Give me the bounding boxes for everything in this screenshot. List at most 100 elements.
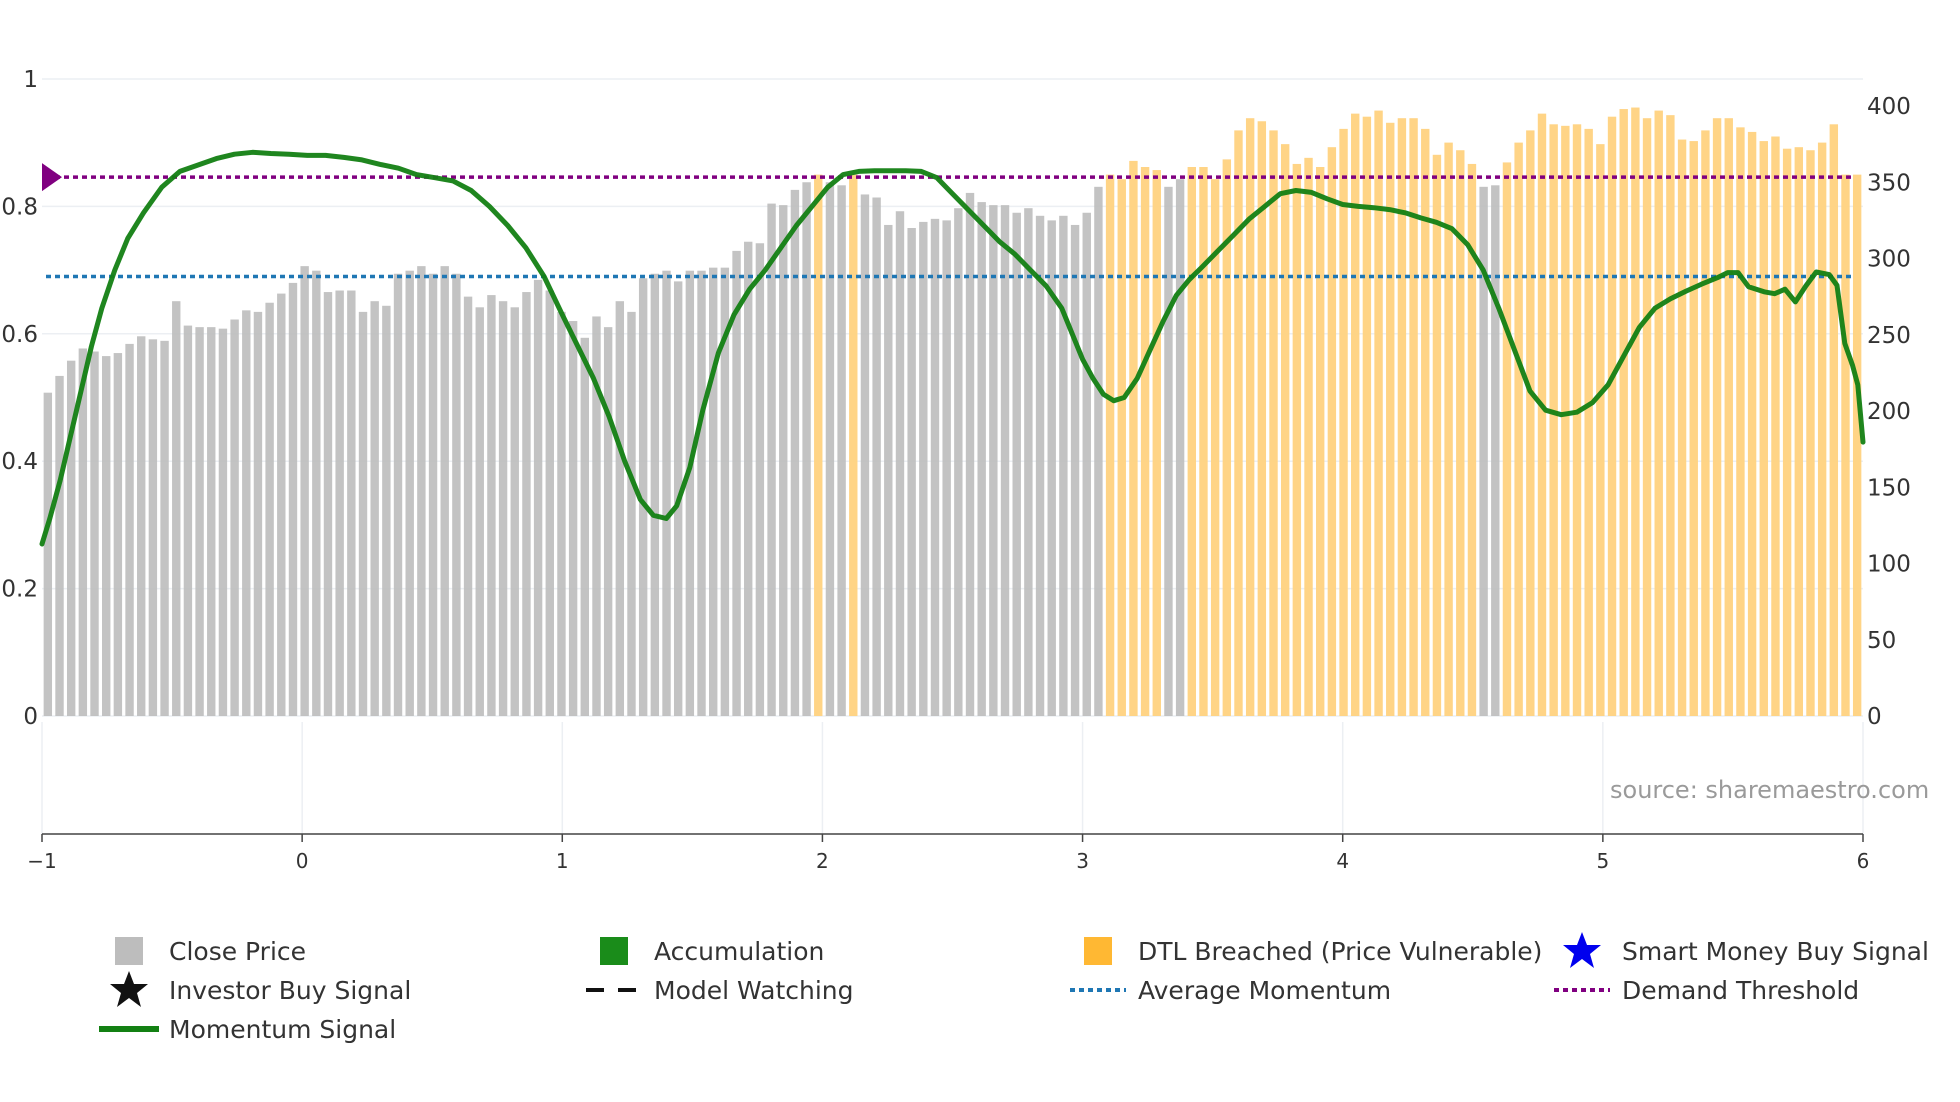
price-bar (1000, 205, 1010, 716)
gridlines (41, 78, 1864, 834)
price-bar (662, 270, 671, 716)
price-bar (1456, 150, 1465, 717)
price-bar (1140, 167, 1150, 716)
price-bar (685, 270, 695, 716)
price-bar (1444, 142, 1453, 717)
price-bar (779, 205, 788, 716)
price-bar (837, 185, 846, 717)
price-bar (849, 174, 858, 717)
price-bar (335, 290, 344, 716)
left-tick-label: 0.4 (1, 449, 38, 475)
price-bar (1596, 144, 1605, 717)
price-bar (207, 327, 216, 717)
price-bar (1514, 142, 1523, 717)
price-bar (650, 273, 660, 716)
signal-lines (39, 149, 1866, 547)
price-bar (1677, 139, 1687, 717)
price-bar (102, 356, 111, 716)
x-tick-label: 2 (816, 849, 829, 873)
price-bar (1479, 186, 1488, 716)
right-tick-label: 400 (1867, 94, 1911, 120)
price-bar (895, 211, 905, 717)
price-bar (218, 328, 228, 716)
price-bar (767, 203, 776, 717)
price-bar (1666, 115, 1675, 716)
left-tick-label: 0.2 (1, 577, 38, 603)
price-bar (965, 192, 975, 716)
price-bar (1245, 118, 1255, 716)
price-bar (1257, 121, 1267, 716)
price-bar (954, 208, 963, 716)
left-tick-label: 0.8 (1, 194, 38, 220)
price-bar (78, 348, 88, 716)
price-bar (1175, 179, 1185, 716)
price-bar (732, 250, 741, 717)
price-bar (393, 273, 403, 716)
price-bar (1759, 141, 1768, 716)
x-tick-label: −1 (27, 849, 56, 873)
price-bar (603, 327, 613, 717)
price-bar (1070, 224, 1080, 716)
price-bar (977, 202, 986, 716)
price-bar (1829, 124, 1839, 717)
price-bar (1339, 128, 1348, 717)
price-bar (627, 311, 636, 717)
price-bar (1012, 212, 1021, 716)
price-bar (440, 266, 449, 717)
price-bar (253, 311, 263, 717)
price-bar (1654, 110, 1663, 716)
price-bar (417, 266, 426, 717)
price-bar (1806, 150, 1815, 717)
price-bar (1386, 122, 1395, 716)
price-bar (1047, 220, 1056, 716)
price-bar (755, 243, 765, 716)
price-bar (1397, 118, 1407, 716)
price-bar (1222, 159, 1232, 717)
price-bar (1432, 154, 1442, 717)
price-bar (498, 301, 508, 716)
price-bar (1782, 148, 1792, 716)
price-bar (1327, 147, 1337, 716)
close-price-bars (43, 107, 1862, 717)
price-bar (1549, 124, 1558, 717)
axes: 00.20.40.60.81050100150200250300350400−1… (1, 67, 1910, 873)
price-bar (1701, 130, 1710, 716)
price-bar (1362, 116, 1372, 717)
price-bar (125, 343, 134, 716)
demand-threshold-marker (42, 163, 62, 192)
price-bar (265, 302, 274, 716)
price-bar (1292, 163, 1302, 716)
price-bar (989, 205, 998, 716)
price-bar (1280, 144, 1290, 717)
x-tick-label: 4 (1336, 849, 1349, 873)
price-bar (1502, 162, 1512, 716)
price-bar (568, 321, 578, 716)
price-bar (545, 290, 554, 716)
price-bar (1619, 109, 1628, 717)
right-tick-label: 100 (1867, 552, 1911, 578)
price-bar (148, 339, 158, 716)
source-label: source: sharemaestro.com (1610, 776, 1930, 804)
price-bar (382, 305, 391, 716)
left-tick-label: 0.6 (1, 322, 38, 348)
price-bar (1467, 163, 1477, 716)
price-bar (288, 282, 298, 716)
price-bar (195, 327, 204, 717)
price-bar (1210, 179, 1220, 716)
price-bar (615, 301, 625, 716)
price-bar (919, 221, 928, 716)
price-bar (475, 307, 484, 716)
price-bar (825, 182, 835, 716)
price-bar (1584, 128, 1593, 717)
price-bar (580, 337, 589, 716)
x-tick-label: 1 (556, 849, 569, 873)
price-bar (1059, 215, 1068, 717)
price-bar (312, 270, 321, 716)
price-bar (592, 316, 601, 716)
price-bar (1421, 128, 1430, 717)
price-bar (1607, 116, 1617, 717)
price-bar (802, 182, 811, 716)
price-bar (43, 392, 53, 716)
price-bar (1094, 186, 1103, 716)
price-bar (1269, 130, 1278, 716)
